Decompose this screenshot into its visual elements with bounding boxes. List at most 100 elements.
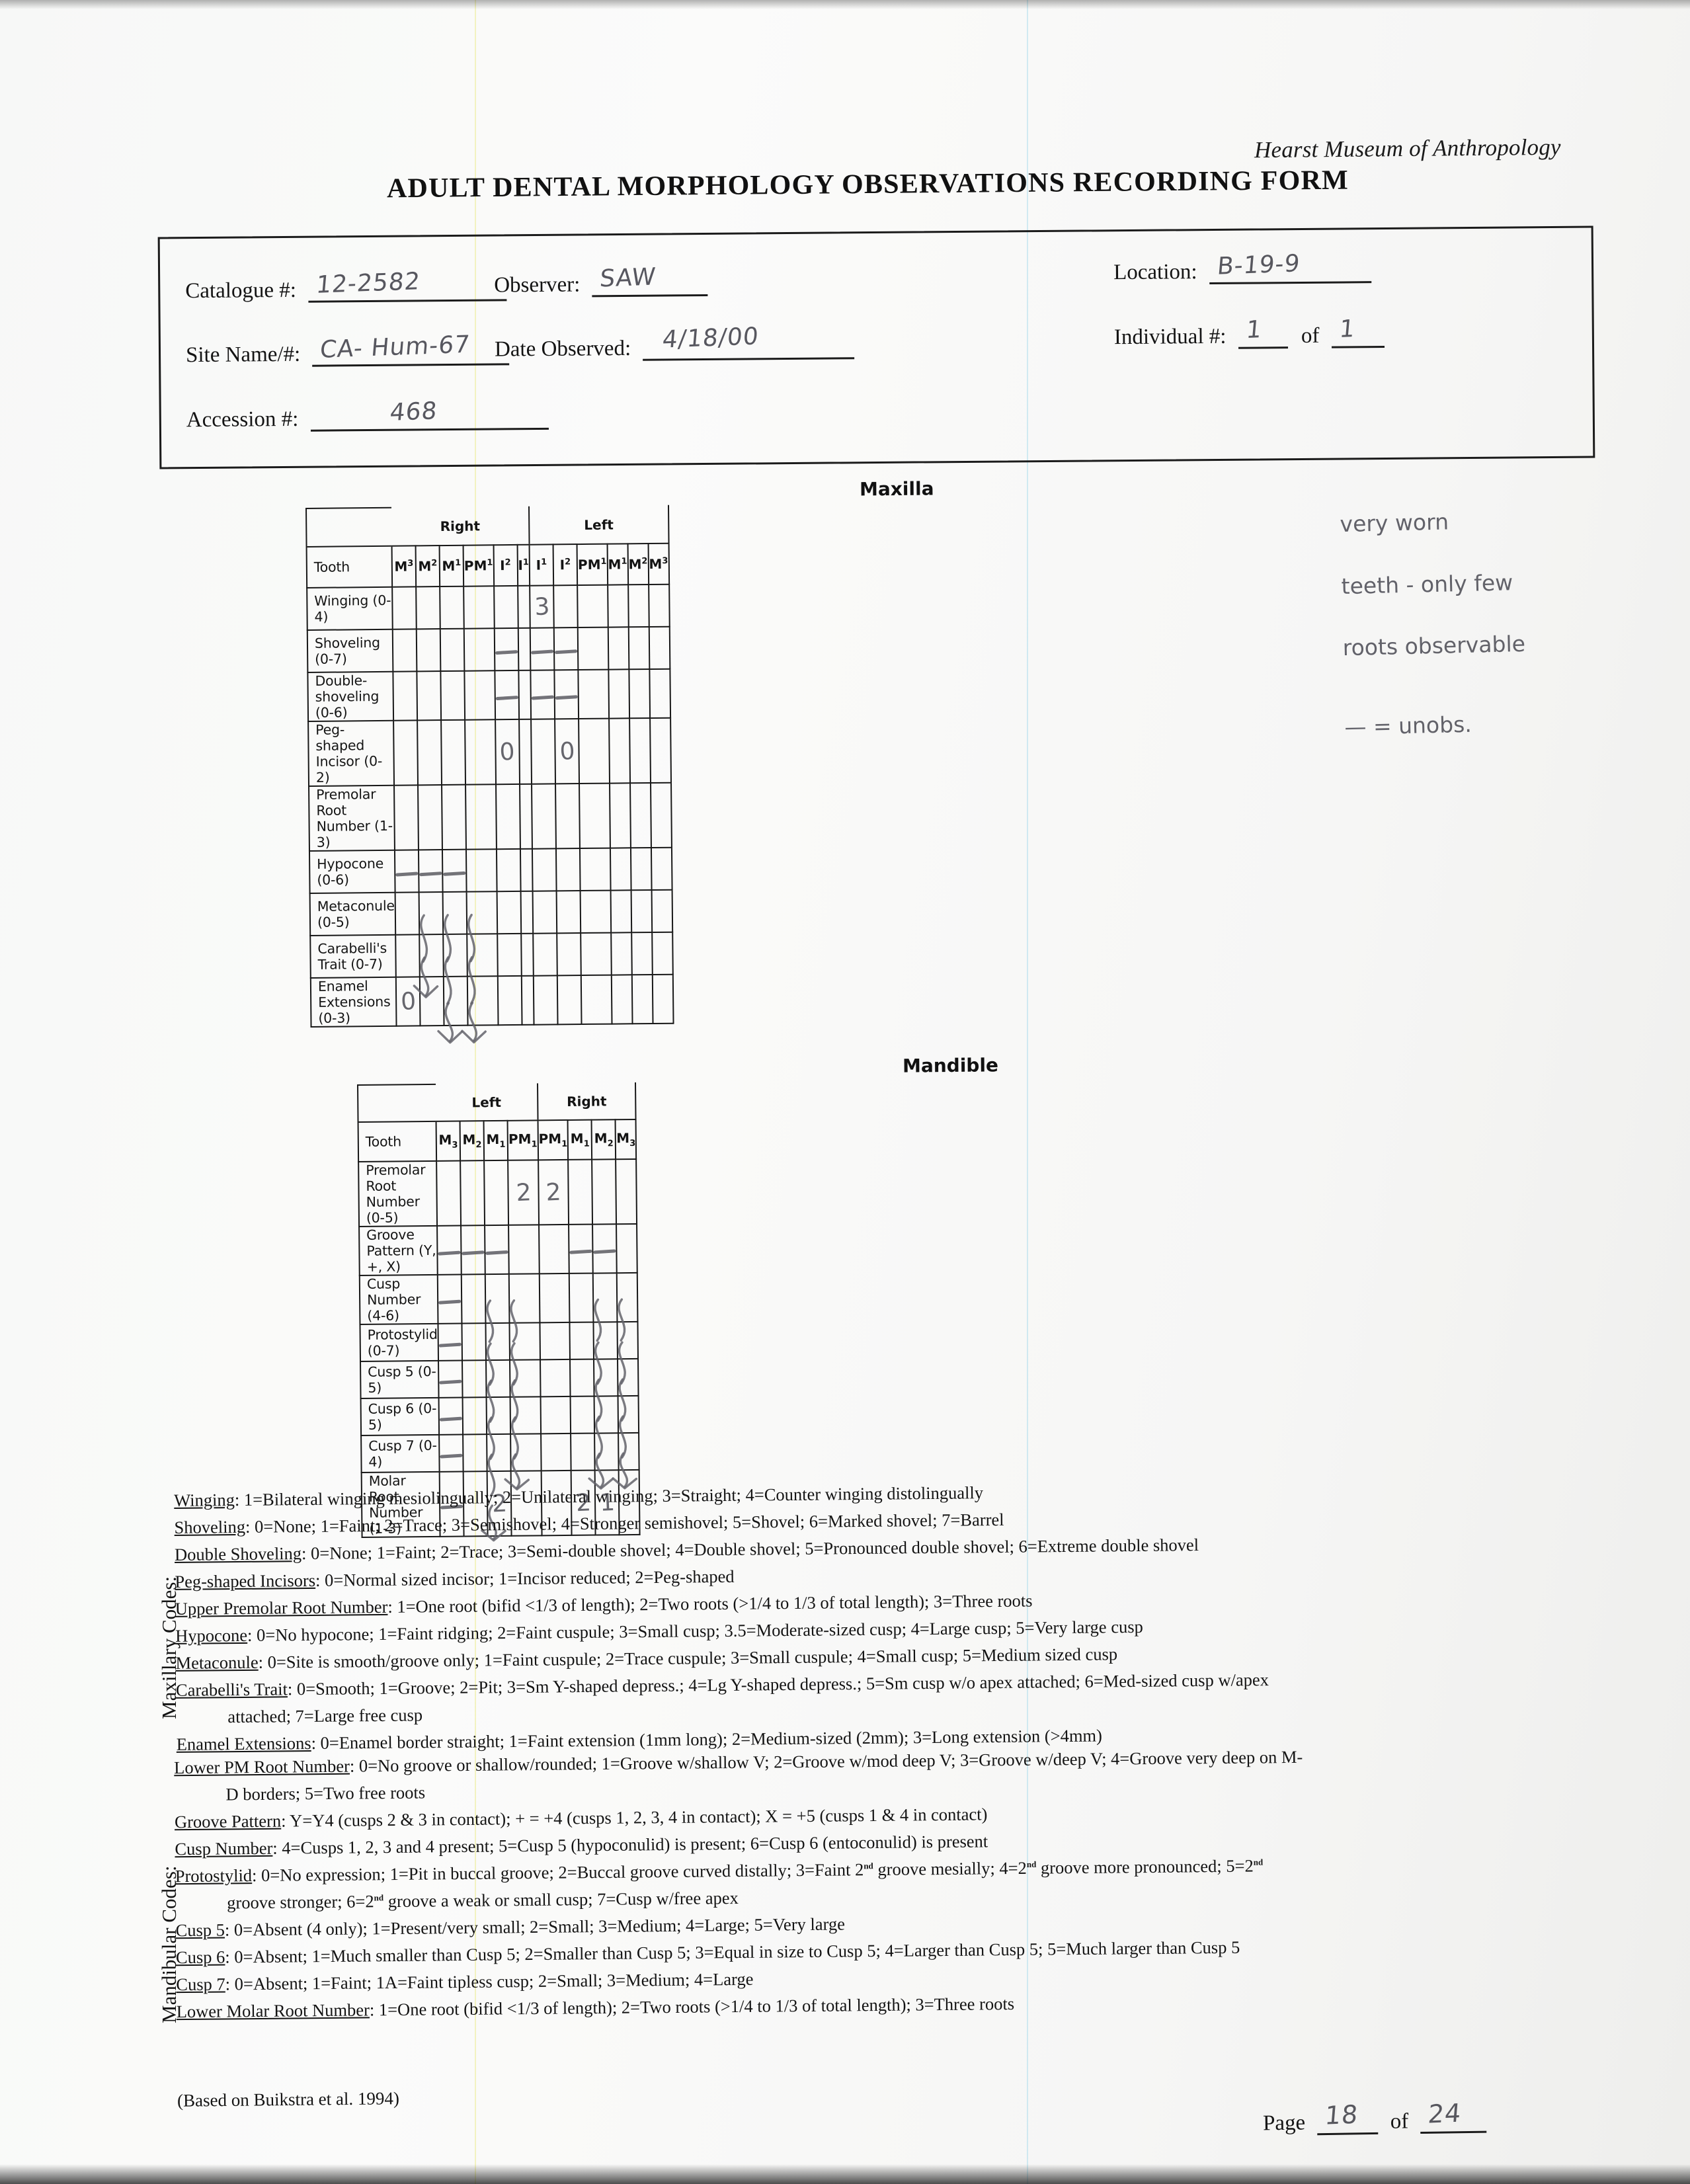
observation-cell[interactable] bbox=[493, 585, 518, 629]
observation-cell[interactable] bbox=[631, 974, 653, 1024]
observation-cell[interactable] bbox=[417, 671, 442, 721]
observation-cell[interactable]: 0 bbox=[555, 719, 580, 784]
observation-cell[interactable] bbox=[438, 1360, 463, 1398]
observation-cell[interactable] bbox=[440, 586, 464, 629]
location-field[interactable]: Location: B-19-9 bbox=[1113, 250, 1371, 285]
observation-cell[interactable] bbox=[651, 847, 672, 891]
observation-cell[interactable] bbox=[495, 670, 519, 720]
observation-cell[interactable] bbox=[651, 932, 673, 975]
observation-cell[interactable] bbox=[461, 1274, 495, 1343]
observation-cell[interactable] bbox=[611, 975, 633, 1024]
observation-cell[interactable] bbox=[554, 670, 579, 719]
observation-cell[interactable] bbox=[466, 891, 497, 934]
observation-cell[interactable] bbox=[392, 586, 417, 629]
observation-cell[interactable] bbox=[519, 784, 533, 849]
observation-cell[interactable]: 2 bbox=[508, 1160, 539, 1225]
date-observed-field[interactable]: Date Observed: 4/18/00 bbox=[495, 323, 855, 362]
observation-cell[interactable] bbox=[462, 1397, 496, 1460]
observation-cell[interactable] bbox=[439, 1434, 463, 1472]
observation-cell[interactable] bbox=[592, 1224, 618, 1274]
observation-cell[interactable] bbox=[437, 1225, 462, 1275]
observation-cell[interactable] bbox=[518, 627, 531, 670]
observation-cell[interactable] bbox=[540, 1359, 571, 1397]
observation-cell[interactable] bbox=[540, 1322, 571, 1360]
observation-cell[interactable] bbox=[438, 1397, 463, 1435]
observation-cell[interactable] bbox=[553, 627, 579, 670]
observation-cell[interactable] bbox=[394, 850, 419, 893]
observation-cell[interactable] bbox=[592, 1159, 617, 1225]
observation-cell[interactable] bbox=[581, 932, 612, 976]
observation-cell[interactable]: 3 bbox=[530, 585, 554, 628]
observation-cell[interactable] bbox=[463, 586, 495, 629]
observation-cell[interactable] bbox=[497, 891, 521, 934]
observation-cell[interactable] bbox=[580, 890, 611, 934]
observation-cell[interactable] bbox=[610, 848, 631, 891]
observation-cell[interactable] bbox=[463, 628, 495, 671]
observation-cell[interactable] bbox=[462, 1323, 495, 1386]
observation-cell[interactable] bbox=[510, 1434, 542, 1471]
accession-field[interactable]: Accession #: 468 bbox=[186, 397, 549, 432]
observation-cell[interactable] bbox=[618, 1432, 639, 1471]
observation-cell[interactable] bbox=[395, 934, 439, 998]
observation-cell[interactable] bbox=[497, 933, 522, 977]
observation-cell[interactable] bbox=[467, 934, 498, 977]
observation-cell[interactable] bbox=[571, 1433, 614, 1490]
observation-cell[interactable] bbox=[616, 1158, 637, 1225]
observation-cell[interactable] bbox=[417, 720, 442, 786]
observation-cell[interactable] bbox=[486, 1396, 520, 1460]
observation-cell[interactable] bbox=[648, 584, 670, 627]
observation-cell[interactable] bbox=[530, 627, 555, 670]
observation-cell[interactable] bbox=[629, 669, 650, 719]
observation-cell[interactable] bbox=[652, 974, 674, 1024]
observation-cell[interactable] bbox=[496, 848, 521, 892]
observation-cell[interactable] bbox=[530, 670, 555, 719]
observation-cell[interactable] bbox=[553, 585, 578, 628]
observation-cell[interactable] bbox=[443, 934, 476, 1005]
observation-cell[interactable] bbox=[610, 890, 631, 933]
observer-field[interactable]: Observer: SAW bbox=[494, 263, 708, 298]
observation-cell[interactable] bbox=[419, 977, 463, 1044]
observation-cell[interactable] bbox=[509, 1322, 540, 1360]
observation-cell[interactable] bbox=[607, 585, 629, 627]
observation-cell[interactable] bbox=[517, 585, 530, 628]
observation-cell[interactable] bbox=[436, 1160, 462, 1226]
observation-cell[interactable] bbox=[395, 892, 428, 963]
observation-cell[interactable] bbox=[463, 1471, 506, 1542]
observation-cell[interactable] bbox=[520, 933, 534, 976]
observation-cell[interactable] bbox=[649, 626, 670, 670]
observation-cell[interactable] bbox=[570, 1359, 603, 1422]
observation-cell[interactable] bbox=[581, 975, 612, 1025]
observation-cell[interactable] bbox=[608, 669, 629, 719]
observation-cell[interactable] bbox=[419, 934, 452, 1005]
observation-cell[interactable] bbox=[608, 718, 630, 784]
observation-cell[interactable]: 2 bbox=[538, 1159, 569, 1225]
observation-cell[interactable] bbox=[540, 1433, 571, 1471]
individual-field[interactable]: Individual #: 1 of 1 bbox=[1114, 315, 1385, 350]
observation-cell[interactable] bbox=[508, 1225, 540, 1274]
observation-cell[interactable] bbox=[538, 1224, 570, 1274]
observation-cell[interactable] bbox=[520, 891, 534, 934]
observation-cell[interactable] bbox=[609, 783, 631, 848]
observation-cell[interactable] bbox=[555, 784, 581, 849]
observation-cell[interactable]: 0 bbox=[495, 719, 520, 785]
observation-cell[interactable] bbox=[393, 671, 418, 721]
catalogue-field[interactable]: Catalogue #: 12-2582 bbox=[185, 268, 507, 303]
observation-cell[interactable] bbox=[484, 1160, 509, 1226]
observation-cell[interactable] bbox=[556, 891, 581, 934]
observation-cell[interactable] bbox=[495, 784, 520, 850]
observation-cell[interactable] bbox=[617, 1321, 639, 1359]
observation-cell[interactable] bbox=[569, 1322, 603, 1385]
observation-cell[interactable] bbox=[618, 1395, 639, 1434]
observation-cell[interactable] bbox=[531, 719, 556, 784]
observation-cell[interactable] bbox=[630, 848, 652, 891]
observation-cell[interactable] bbox=[518, 670, 532, 719]
observation-cell[interactable] bbox=[487, 1434, 530, 1491]
observation-cell[interactable] bbox=[494, 627, 519, 671]
observation-cell[interactable] bbox=[467, 976, 499, 1026]
observation-cell[interactable] bbox=[418, 850, 443, 893]
observation-cell[interactable] bbox=[462, 1360, 495, 1423]
observation-cell[interactable] bbox=[508, 1274, 540, 1323]
observation-cell[interactable] bbox=[579, 783, 610, 849]
observation-cell[interactable] bbox=[594, 1396, 627, 1459]
observation-cell[interactable] bbox=[569, 1273, 602, 1342]
